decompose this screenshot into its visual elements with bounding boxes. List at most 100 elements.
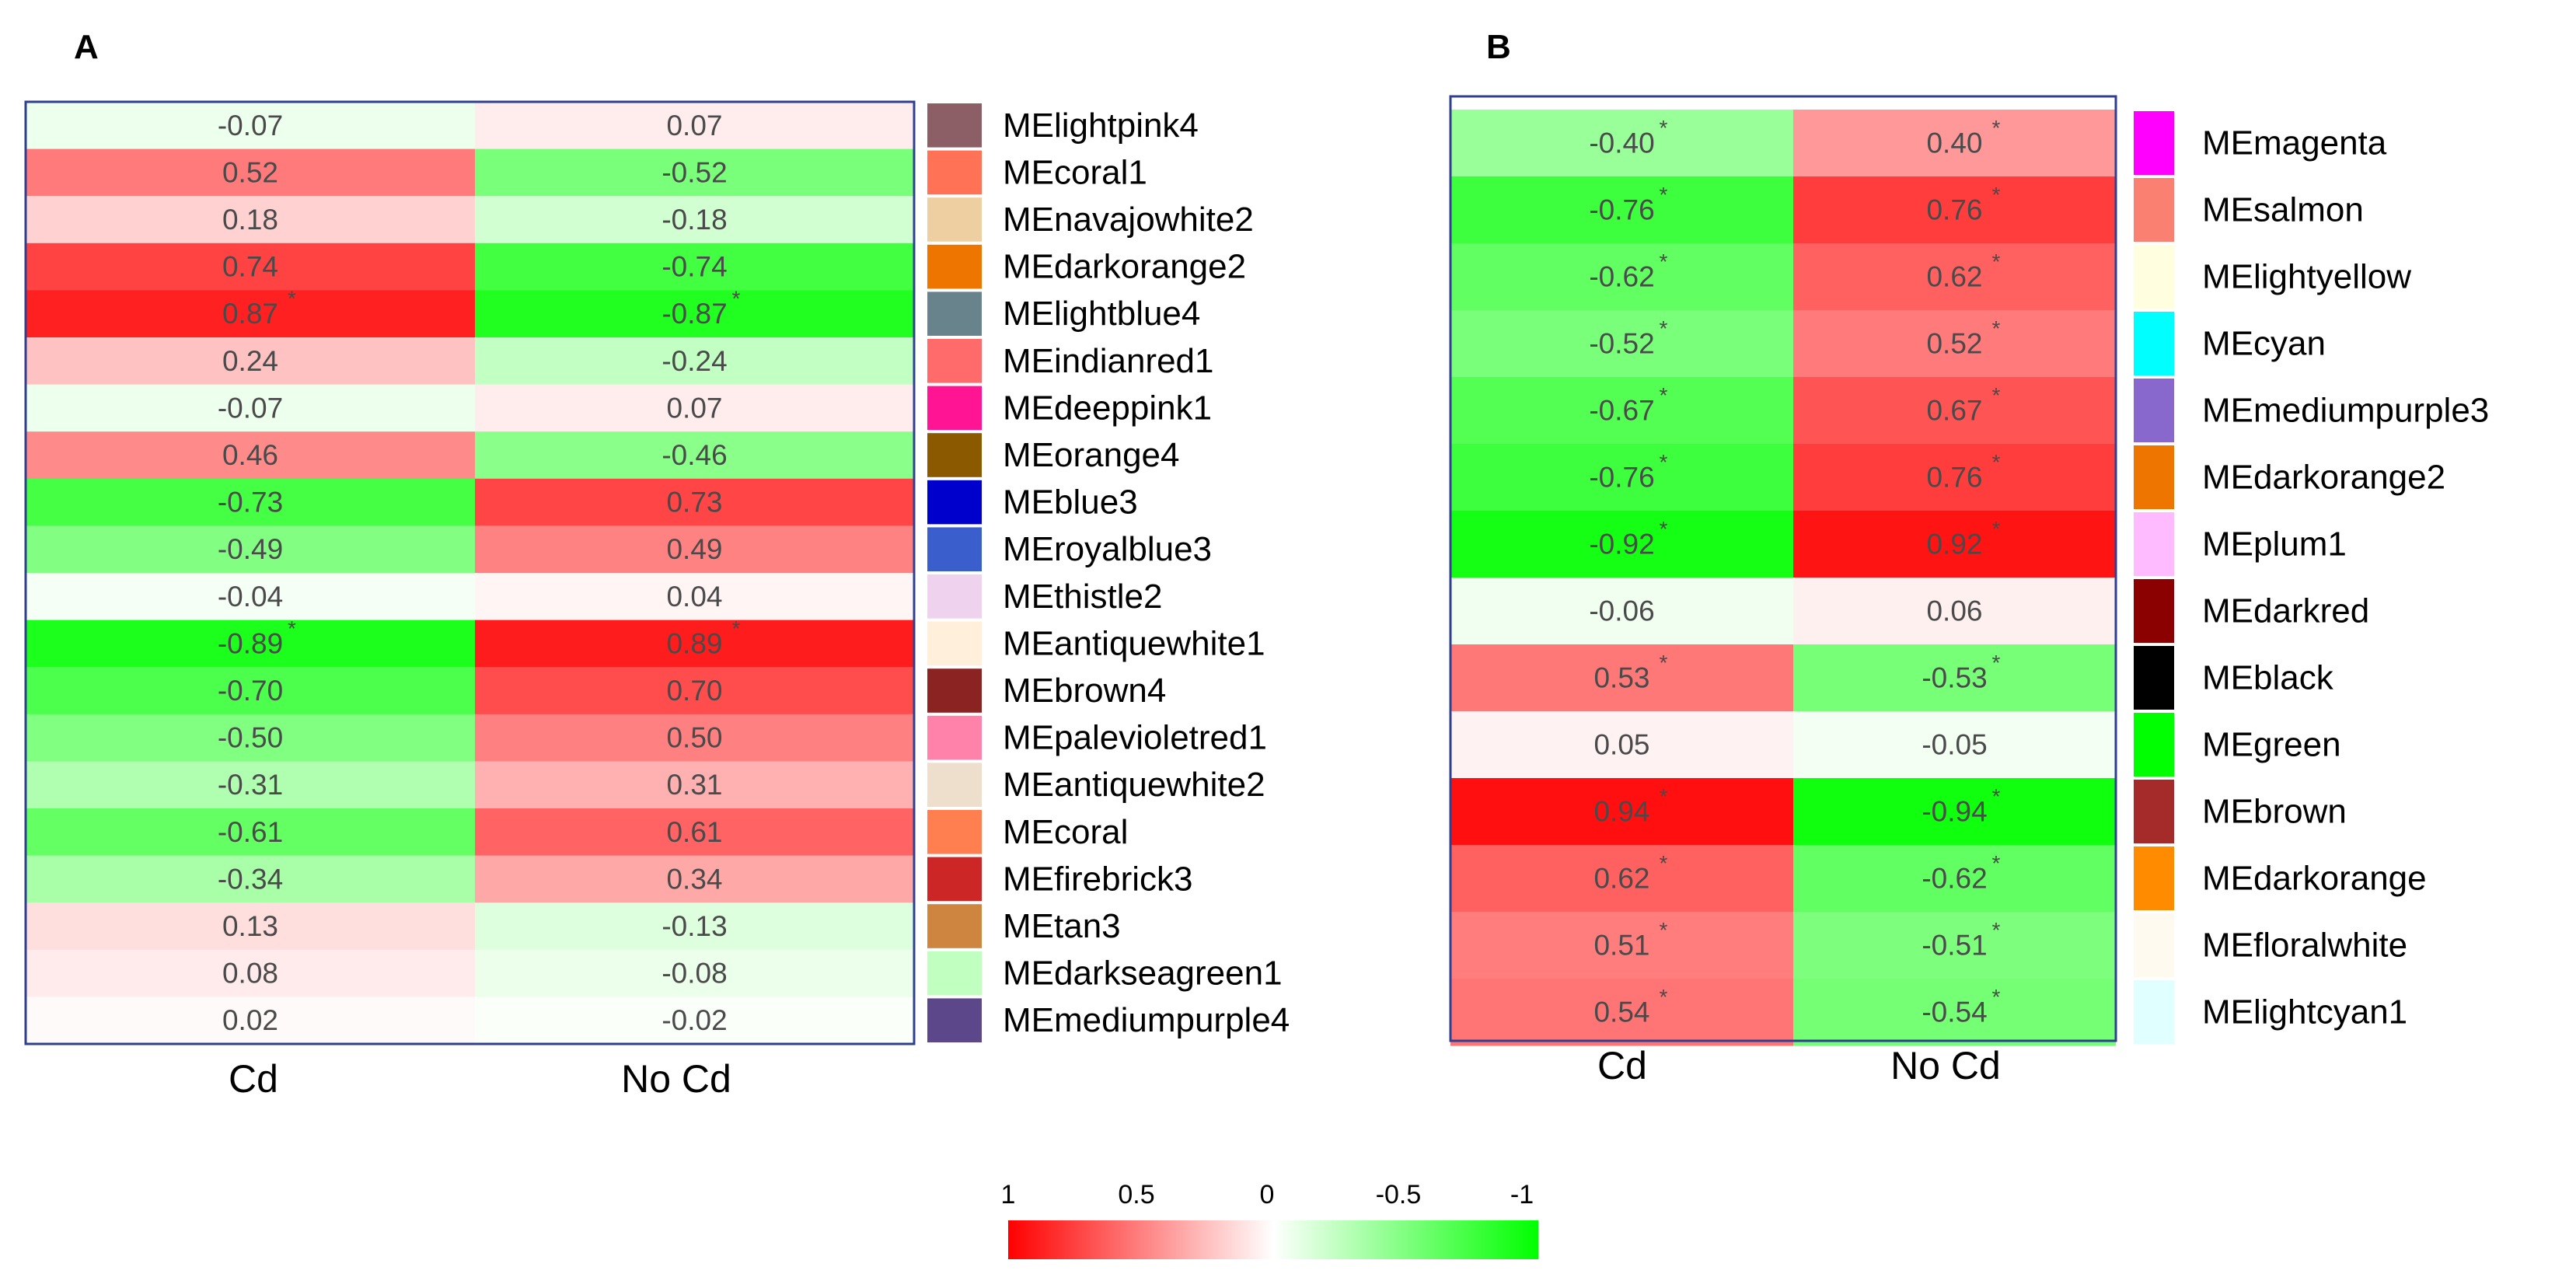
- scale-tick-neg-0-5: -0.5: [1376, 1180, 1422, 1209]
- significance-marker: *: [1992, 851, 2001, 875]
- panel-a-cell-value: 0.46: [222, 439, 278, 471]
- scale-tick-1: 1: [1001, 1180, 1016, 1209]
- module-label: MEcoral: [1003, 813, 1128, 851]
- panel-a-cell-value: -0.87: [661, 298, 727, 330]
- module-color-swatch: [927, 103, 982, 148]
- panel-a-cell: [26, 290, 475, 338]
- module-label: MEthistle2: [1003, 578, 1162, 616]
- module-label: MEpalevioletred1: [1003, 719, 1267, 757]
- module-color-swatch: [2134, 379, 2174, 442]
- panel-a-cell-value: -0.34: [218, 863, 283, 895]
- panel-a-cell: [475, 525, 914, 574]
- panel-a-cell: [475, 102, 914, 150]
- module-color-swatch: [927, 998, 982, 1042]
- panel-a-cell: [26, 243, 475, 291]
- panel-b-cell: [1793, 511, 2116, 578]
- panel-b-cell: [1793, 243, 2116, 311]
- panel-a-cell: [475, 997, 914, 1045]
- panel-a-cell-value: 0.50: [666, 722, 722, 754]
- panel-b-cell: [1793, 310, 2116, 378]
- significance-marker: *: [1660, 918, 1668, 942]
- significance-marker: *: [1992, 918, 2001, 942]
- panel-a-cell: [475, 902, 914, 951]
- module-color-swatch: [2134, 445, 2174, 509]
- panel-a-cell: [475, 337, 914, 386]
- module-color-swatch: [927, 715, 982, 760]
- panel-a-cell: [26, 808, 475, 857]
- panel-b-cell-value: -0.76: [1589, 462, 1654, 494]
- panel-a-cell-value: -0.07: [218, 110, 283, 141]
- panel-a-cell-value: -0.61: [218, 816, 283, 848]
- panel-a-col-cd: Cd: [229, 1057, 278, 1101]
- panel-a-frame: [24, 100, 916, 1045]
- panel-b-cell-value: 0.53: [1593, 662, 1649, 694]
- significance-marker: *: [1992, 651, 2001, 675]
- panel-a-cell-value: -0.18: [661, 204, 727, 236]
- module-color-swatch: [927, 951, 982, 996]
- module-color-swatch: [2134, 913, 2174, 977]
- module-label: MEdarkred: [2202, 592, 2369, 630]
- module-color-swatch: [2134, 245, 2174, 309]
- panel-a-cells: -0.07 0.07 0.52 -0.52 0.18 -0.18 0.74 -0.74 0.87…: [26, 102, 914, 1045]
- panel-a-cell: [475, 667, 914, 715]
- significance-marker: *: [1992, 316, 2001, 340]
- panel-b-cell-value: -0.62: [1922, 863, 1987, 895]
- module-color-swatch: [927, 244, 982, 289]
- module-color-swatch: [2134, 780, 2174, 843]
- panel-b-cell-value: 0.54: [1593, 997, 1649, 1028]
- module-color-swatch: [927, 527, 982, 571]
- panel-a-cell: [475, 478, 914, 526]
- panel-a-cell-value: 0.02: [222, 1004, 278, 1036]
- panel-b-cell-value: -0.40: [1589, 127, 1654, 159]
- panel-b-cell: [1793, 979, 2116, 1046]
- module-label: MEdarkseagreen1: [1003, 955, 1283, 993]
- module-color-swatch: [927, 763, 982, 807]
- panel-b-cell: [1793, 377, 2116, 445]
- panel-a-cell-value: -0.46: [661, 439, 727, 471]
- panel-a-cell: [475, 196, 914, 244]
- module-color-swatch: [2134, 512, 2174, 576]
- module-color-swatch: [2134, 713, 2174, 777]
- panel-a-cell-value: 0.70: [666, 675, 722, 707]
- panel-b-cell-value: -0.53: [1922, 662, 1987, 694]
- panel-a-cell: [475, 148, 914, 197]
- panel-a-cell-value: -0.24: [661, 345, 727, 377]
- panel-a-cell: [475, 384, 914, 432]
- panel-b-cell-value: -0.52: [1589, 328, 1654, 360]
- panel-b-cells: -0.40 * 0.40 *-0.76 * 0.76 *-0.62 * 0.62 *-0.52 * 0…: [1450, 110, 2116, 1046]
- panel-a: A -0.07 0.07 0.52 -0.52 0.18 -0.18 0.74 -0.74 0.…: [24, 28, 1290, 1101]
- module-label: MEblue3: [1003, 483, 1138, 522]
- panel-a-cell: [26, 102, 475, 150]
- significance-marker: *: [1660, 183, 1668, 207]
- panel-a-label: A: [74, 28, 99, 66]
- module-label: MElightpink4: [1003, 106, 1199, 145]
- module-color-swatch: [927, 291, 982, 336]
- module-color-swatch: [927, 480, 982, 525]
- panel-a-cell-value: 0.08: [222, 958, 278, 990]
- module-color-swatch: [927, 574, 982, 619]
- color-scale: 1 0.5 0 -0.5 -1: [1001, 1180, 1538, 1259]
- panel-b-cell: [1793, 778, 2116, 846]
- module-color-swatch: [927, 339, 982, 383]
- panel-b-cell: [1450, 444, 1793, 511]
- panel-a-cell-value: 0.49: [666, 533, 722, 565]
- panel-b-cell-value: 0.05: [1593, 729, 1649, 761]
- significance-marker: *: [1992, 250, 2001, 274]
- panel-a-cell: [26, 902, 475, 951]
- module-label: MEbrown: [2202, 793, 2347, 831]
- panel-b-cell: [1450, 377, 1793, 445]
- significance-marker: *: [1660, 450, 1668, 474]
- panel-b-cell-value: -0.05: [1922, 729, 1987, 761]
- panel-a-cell: [26, 384, 475, 432]
- module-color-swatch: [2134, 646, 2174, 710]
- panel-b-cell: [1793, 578, 2116, 645]
- module-label: MEmediumpurple4: [1003, 1001, 1290, 1039]
- panel-a-cell-value: -0.13: [661, 910, 727, 942]
- scale-tick-0: 0: [1260, 1180, 1275, 1209]
- panel-a-cell-value: 0.04: [666, 581, 722, 613]
- panel-b-cell-value: 0.52: [1926, 328, 1982, 360]
- panel-a-cell: [475, 949, 914, 997]
- panel-b-cell: [1793, 711, 2116, 779]
- panel-b-cell: [1793, 644, 2116, 712]
- panel-b-cell-value: -0.67: [1589, 395, 1654, 427]
